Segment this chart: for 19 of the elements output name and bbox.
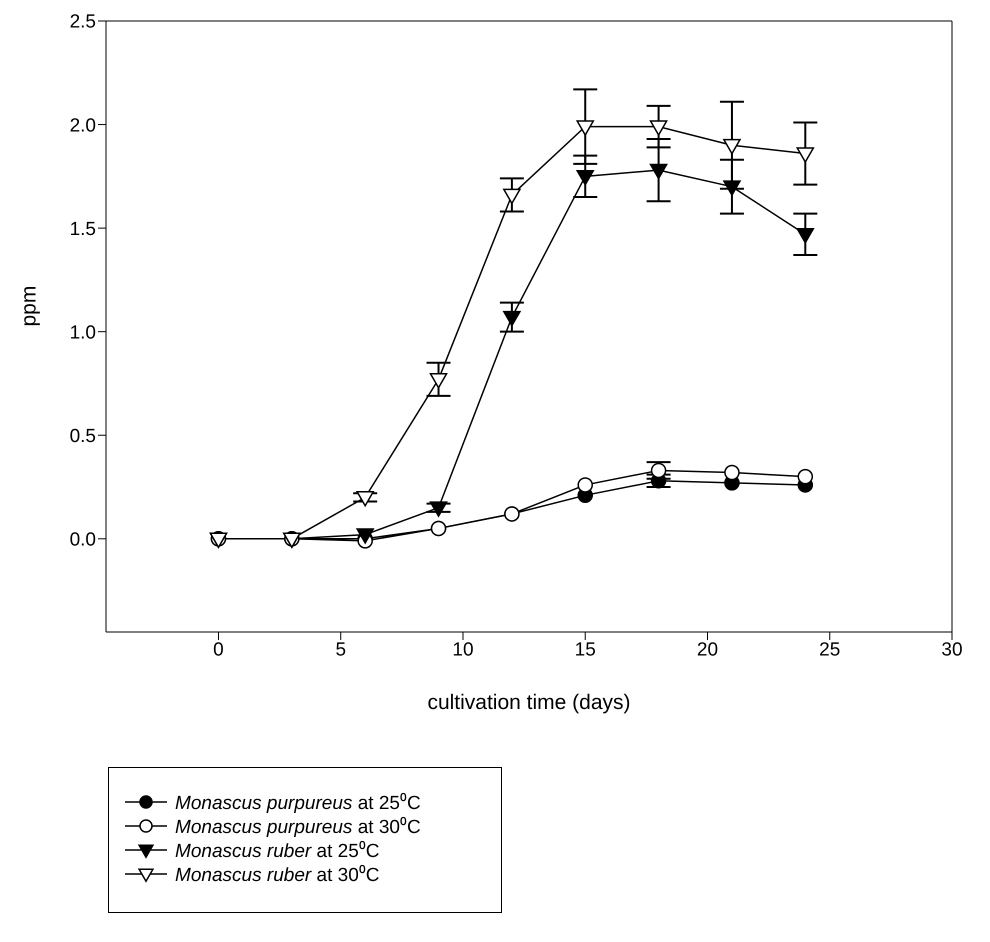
legend-label: Monascus ruber at 30⁰C [175,864,380,887]
x-axis-title: cultivation time (days) [427,691,631,714]
y-tick-label: 2.5 [70,12,96,33]
y-tick-label: 1.5 [70,218,96,240]
y-tick-label: 0.5 [70,426,96,447]
y-tick-label: 2.0 [70,115,96,136]
y-tick-label: 0.0 [70,530,96,551]
legend-label: Monascus purpureus at 25⁰C [175,792,421,815]
legend-label: Monascus purpureus at 30⁰C [175,816,421,839]
y-tick-label: 1.0 [70,322,96,344]
x-tick-label: 30 [941,639,963,660]
x-tick-label: 20 [696,639,718,660]
y-axis-title: ppm [17,286,40,326]
x-tick-label: 0 [213,639,224,660]
x-tick-label: 15 [574,639,596,660]
x-tick-label: 5 [335,639,346,660]
legend-label: Monascus ruber at 25⁰C [175,840,380,863]
x-tick-label: 25 [819,639,840,660]
x-tick-label: 10 [452,639,474,660]
